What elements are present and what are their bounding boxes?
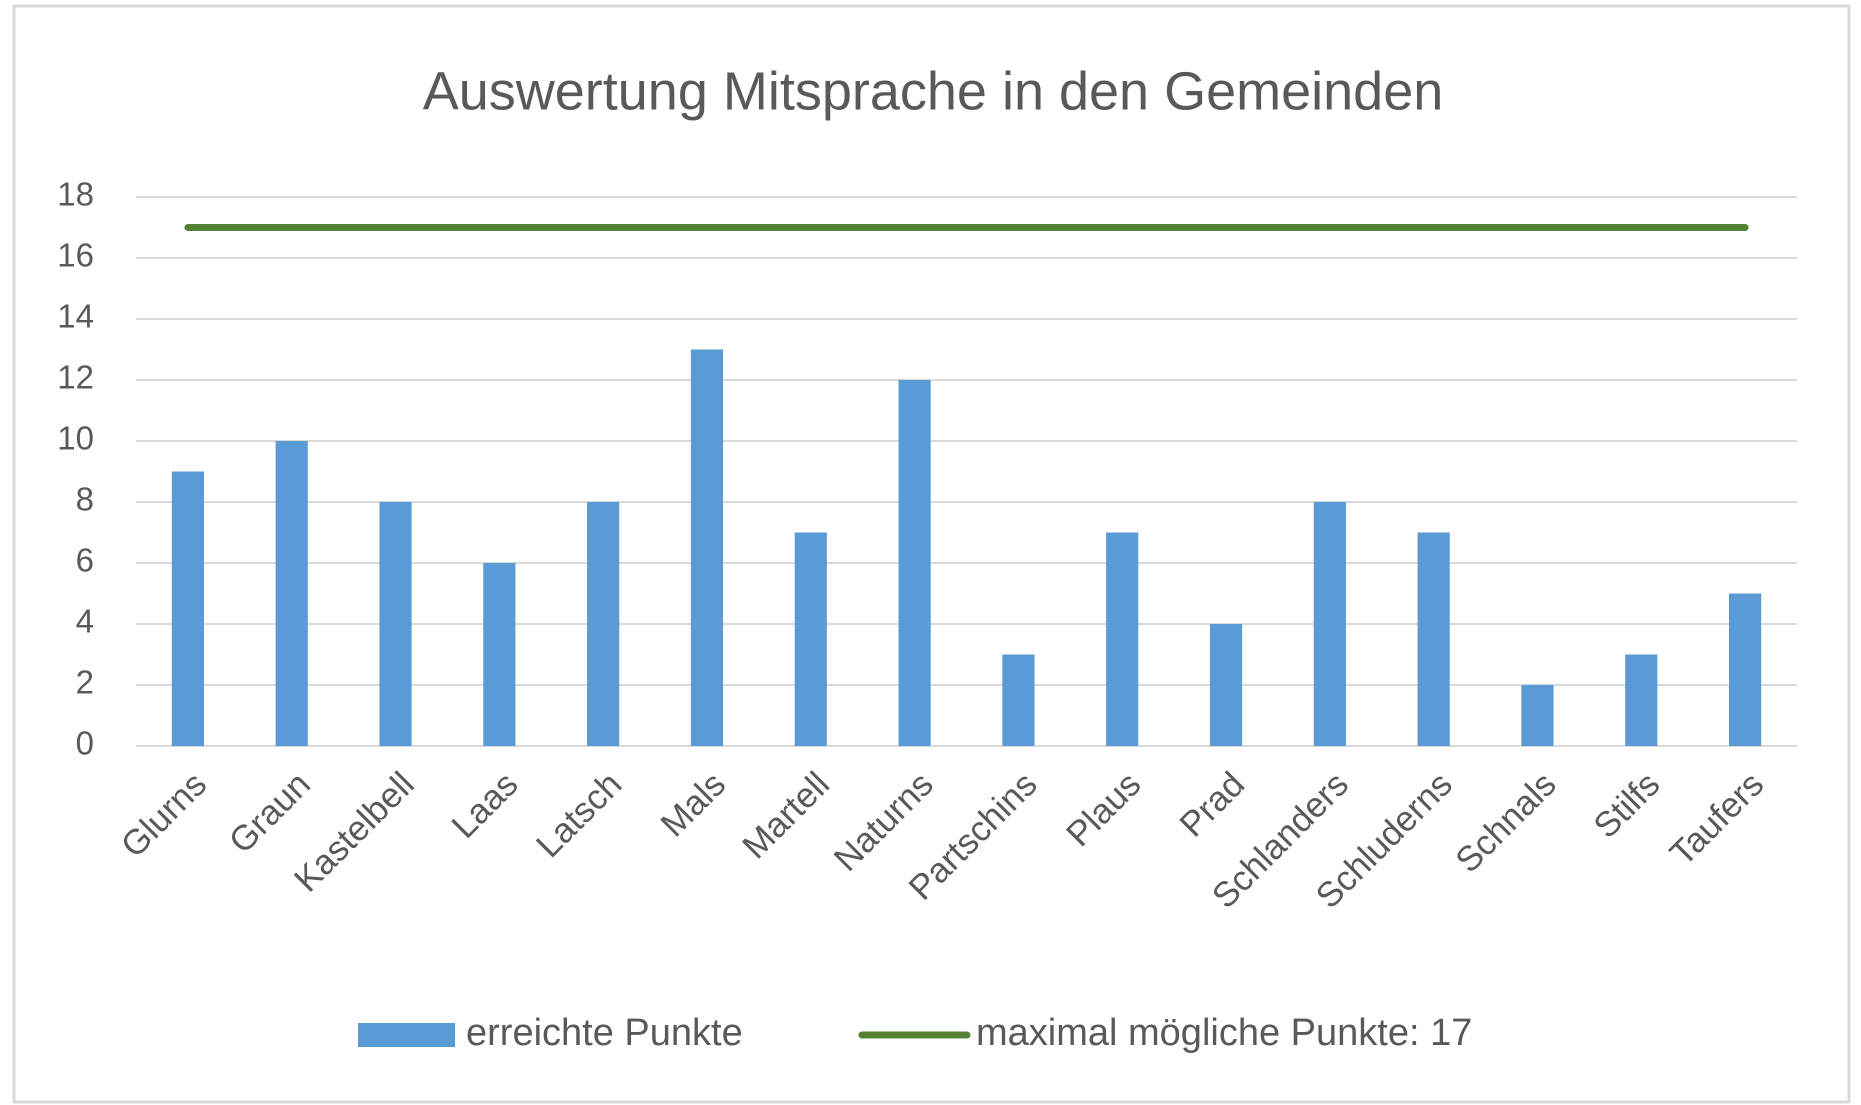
y-tick-label: 8: [76, 481, 94, 518]
bar: [483, 563, 516, 746]
bar: [1002, 654, 1035, 746]
chart-border: [12, 4, 1851, 1104]
bar: [379, 502, 412, 746]
y-tick-label: 0: [76, 725, 94, 762]
y-tick-label: 4: [76, 603, 94, 640]
bar: [1729, 593, 1762, 746]
bar: [171, 471, 204, 746]
y-tick-label: 2: [76, 664, 94, 701]
legend-swatch: [358, 1023, 455, 1047]
bar: [1106, 532, 1139, 746]
bar: [1521, 685, 1554, 746]
y-tick-label: 6: [76, 542, 94, 579]
bar: [1417, 532, 1450, 746]
y-tick-label: 18: [57, 176, 94, 213]
chart-title: Auswertung Mitsprache in den Gemeinden: [423, 61, 1444, 121]
legend-label: erreichte Punkte: [466, 1012, 743, 1054]
y-tick-label: 14: [57, 298, 94, 335]
bar: [587, 502, 620, 746]
bar: [275, 441, 308, 746]
y-tick-label: 16: [57, 237, 94, 274]
bar: [1625, 654, 1658, 746]
y-tick-label: 12: [57, 359, 94, 396]
bar: [794, 532, 827, 746]
y-tick-label: 10: [57, 420, 94, 457]
legend-label: maximal mögliche Punkte: 17: [976, 1012, 1472, 1054]
bar: [1313, 502, 1346, 746]
bar: [690, 349, 724, 746]
bar: [1209, 624, 1243, 746]
bar: [898, 380, 931, 746]
